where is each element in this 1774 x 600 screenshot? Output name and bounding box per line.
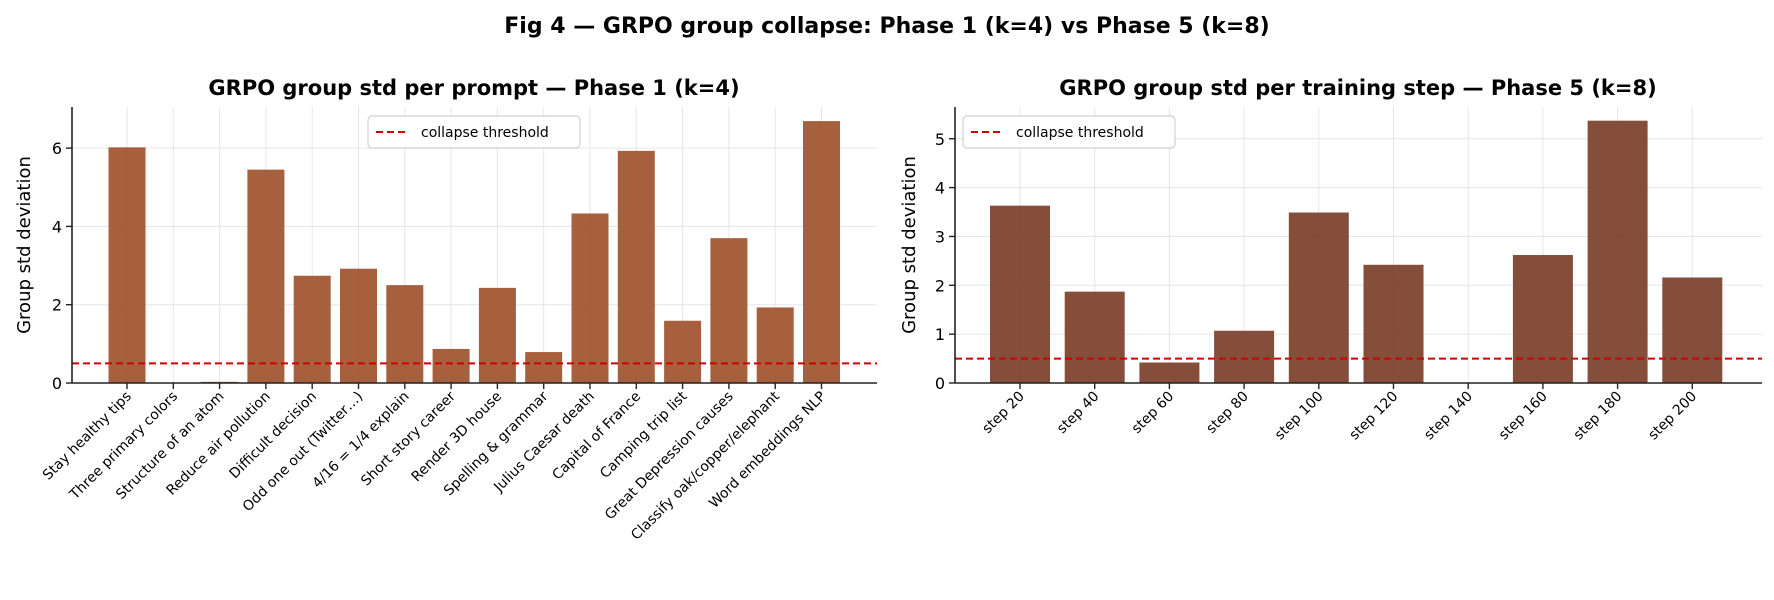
x-tick-label: step 160 — [1496, 389, 1551, 444]
x-tick-label: Difficult decision — [226, 389, 320, 483]
bar — [525, 352, 563, 383]
right-legend: collapse threshold — [962, 115, 1176, 149]
bar — [478, 287, 516, 383]
y-tick-label: 0 — [935, 374, 945, 393]
bar — [386, 285, 424, 383]
x-tick-label: step 60 — [1129, 389, 1177, 437]
bar — [1214, 330, 1275, 383]
bar — [990, 205, 1050, 383]
y-tick-label: 4 — [935, 179, 945, 198]
x-tick-label: Capital of France — [549, 389, 644, 484]
x-tick-label: step 100 — [1272, 389, 1327, 444]
bar — [108, 147, 146, 383]
y-tick-label: 1 — [935, 325, 945, 344]
y-tick-label: 2 — [935, 276, 945, 295]
y-tick-label: 5 — [935, 130, 945, 149]
x-tick-label: step 140 — [1421, 389, 1476, 444]
bar — [1139, 362, 1200, 383]
y-tick-label: 3 — [935, 227, 945, 246]
legend-box — [962, 115, 1176, 149]
bar — [1064, 291, 1125, 383]
right-chart-title: GRPO group std per training step — Phase… — [1059, 76, 1656, 100]
x-tick-label: step 80 — [1203, 389, 1251, 437]
bar — [1512, 255, 1573, 383]
bar — [664, 320, 702, 383]
bar — [1363, 264, 1424, 383]
legend-label: collapse threshold — [421, 125, 549, 141]
x-tick-label: step 20 — [979, 389, 1027, 437]
bar — [1288, 212, 1349, 383]
right-y-axis-label: Group std deviation — [899, 156, 920, 334]
x-tick-label: step 120 — [1347, 389, 1402, 444]
bar — [247, 169, 285, 383]
figure-title: Fig 4 — GRPO group collapse: Phase 1 (k=… — [504, 14, 1269, 39]
y-tick-label: 2 — [52, 296, 62, 315]
left-legend: collapse threshold — [367, 115, 581, 149]
legend-box — [367, 115, 581, 149]
bar — [710, 238, 748, 383]
left-chart-title: GRPO group std per prompt — Phase 1 (k=4… — [208, 76, 739, 100]
bar — [617, 150, 655, 383]
bar — [571, 213, 609, 383]
y-tick-label: 4 — [52, 217, 62, 236]
x-tick-label: Camping trip list — [597, 388, 691, 482]
y-tick-label: 0 — [52, 374, 62, 393]
x-tick-label: step 180 — [1571, 389, 1626, 444]
bar — [1662, 277, 1723, 383]
y-tick-label: 6 — [52, 139, 62, 158]
bar — [756, 307, 794, 383]
bar — [340, 268, 377, 383]
left-chart: GRPO group std per prompt — Phase 1 (k=4… — [14, 76, 877, 543]
bar — [432, 348, 470, 383]
bar — [1587, 120, 1648, 383]
left-y-axis-label: Group std deviation — [14, 156, 35, 334]
right-chart: GRPO group std per training step — Phase… — [899, 76, 1762, 443]
bar — [293, 275, 331, 383]
bar — [803, 121, 840, 383]
legend-label: collapse threshold — [1016, 125, 1144, 141]
x-tick-label: Stay healthy tips — [40, 389, 135, 484]
x-tick-label: step 40 — [1054, 389, 1102, 437]
x-tick-label: step 200 — [1645, 389, 1700, 444]
